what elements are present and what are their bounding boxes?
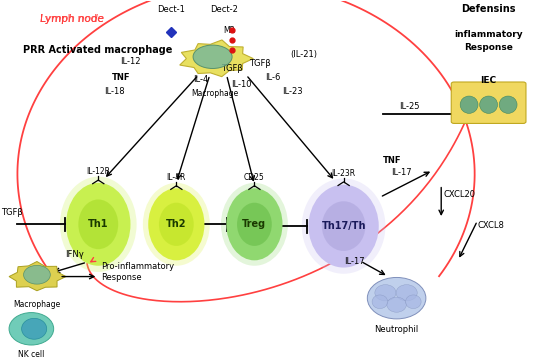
Text: CXCL20: CXCL20 xyxy=(444,190,476,199)
Text: TNF: TNF xyxy=(112,73,131,82)
Text: PRR Activated macrophage: PRR Activated macrophage xyxy=(23,45,172,55)
Text: IL-23R: IL-23R xyxy=(331,169,356,178)
Ellipse shape xyxy=(396,285,417,301)
Ellipse shape xyxy=(66,183,130,266)
Text: TNF: TNF xyxy=(383,156,401,165)
Ellipse shape xyxy=(302,178,386,274)
Ellipse shape xyxy=(221,183,288,266)
Polygon shape xyxy=(180,40,253,77)
Text: Th1: Th1 xyxy=(88,219,108,229)
Text: TGFβ: TGFβ xyxy=(1,208,22,217)
FancyBboxPatch shape xyxy=(451,82,526,123)
Ellipse shape xyxy=(23,265,50,284)
Text: IL-12R: IL-12R xyxy=(86,168,110,177)
Text: IFNγ: IFNγ xyxy=(65,249,83,258)
Ellipse shape xyxy=(367,277,426,319)
Text: Dect-1: Dect-1 xyxy=(157,5,184,13)
Text: inflammatory: inflammatory xyxy=(454,30,523,39)
Ellipse shape xyxy=(375,285,396,301)
Text: IL-4R: IL-4R xyxy=(167,173,186,182)
Text: Defensins: Defensins xyxy=(461,4,516,13)
Text: TGFβ: TGFβ xyxy=(249,59,271,68)
Text: Dect-2: Dect-2 xyxy=(210,5,238,13)
Ellipse shape xyxy=(193,45,232,68)
Ellipse shape xyxy=(322,201,366,251)
Text: IL-25: IL-25 xyxy=(399,102,420,111)
Text: Neutrophil: Neutrophil xyxy=(375,325,419,334)
Ellipse shape xyxy=(387,297,406,312)
Text: Macrophage: Macrophage xyxy=(13,300,60,309)
Text: CD25: CD25 xyxy=(244,173,265,182)
Ellipse shape xyxy=(405,295,421,309)
Text: Macrophage: Macrophage xyxy=(192,89,239,98)
Text: Pro-inflammatory: Pro-inflammatory xyxy=(101,262,174,271)
Ellipse shape xyxy=(309,185,379,268)
Text: Lymph node: Lymph node xyxy=(40,14,104,24)
Ellipse shape xyxy=(78,199,118,249)
Text: IEC: IEC xyxy=(481,76,496,84)
Text: IL-18: IL-18 xyxy=(104,87,125,96)
Text: NK cell: NK cell xyxy=(18,350,45,359)
Text: IL-10: IL-10 xyxy=(231,80,252,89)
Ellipse shape xyxy=(226,188,282,260)
Text: Response: Response xyxy=(101,273,141,282)
Ellipse shape xyxy=(22,318,47,339)
Ellipse shape xyxy=(499,96,517,113)
Ellipse shape xyxy=(237,203,272,246)
Text: IL-12: IL-12 xyxy=(121,57,141,66)
Ellipse shape xyxy=(148,188,205,260)
Text: Response: Response xyxy=(464,43,513,52)
Text: IL-6: IL-6 xyxy=(266,73,281,82)
Ellipse shape xyxy=(143,183,210,266)
Ellipse shape xyxy=(159,203,194,246)
Text: Th17/Th: Th17/Th xyxy=(321,221,366,231)
Text: TGFβ: TGFβ xyxy=(221,64,243,73)
Ellipse shape xyxy=(460,96,478,113)
Text: (IL-21): (IL-21) xyxy=(291,50,318,59)
Text: Treg: Treg xyxy=(243,219,267,229)
Text: IL-23: IL-23 xyxy=(282,87,303,96)
Ellipse shape xyxy=(480,96,498,113)
Text: IL-4: IL-4 xyxy=(193,75,209,84)
Text: IL-17: IL-17 xyxy=(344,257,364,266)
Polygon shape xyxy=(9,261,66,291)
Ellipse shape xyxy=(60,177,136,272)
Ellipse shape xyxy=(372,295,388,309)
Text: Lymph node: Lymph node xyxy=(40,14,103,24)
Text: MR: MR xyxy=(224,26,236,35)
Text: IL-17: IL-17 xyxy=(391,168,411,177)
Ellipse shape xyxy=(9,312,54,345)
Text: Th2: Th2 xyxy=(166,219,187,229)
Text: CXCL8: CXCL8 xyxy=(477,221,504,230)
